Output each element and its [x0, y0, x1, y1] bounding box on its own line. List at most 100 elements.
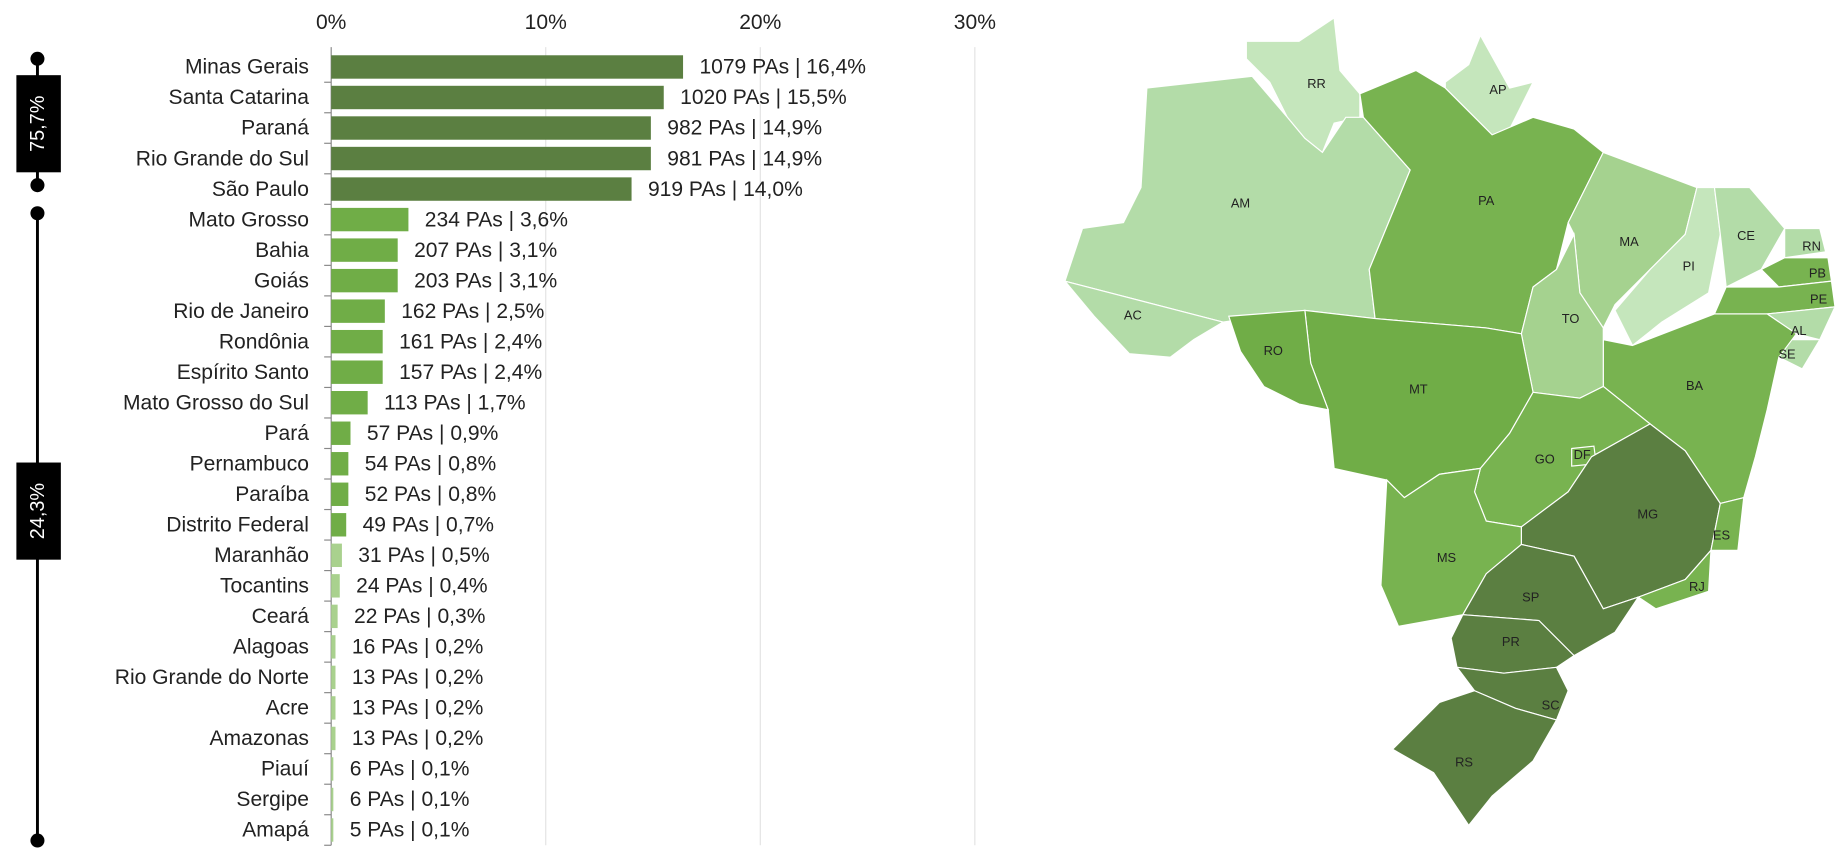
state-label: ES: [1713, 528, 1730, 543]
state-label: MT: [1409, 381, 1428, 396]
data-label: 157 PAs | 2,4%: [399, 361, 542, 384]
data-label: 982 PAs | 14,9%: [667, 117, 822, 140]
y-tick-label: Ceará: [252, 605, 310, 628]
bar: [331, 55, 684, 79]
data-label: 207 PAs | 3,1%: [414, 239, 557, 262]
bar: [331, 177, 632, 201]
y-tick-label: Amapá: [242, 819, 309, 842]
state-region: [1228, 309, 1330, 411]
state-region: [1063, 280, 1225, 358]
bar: [331, 391, 368, 415]
data-label: 13 PAs | 0,2%: [352, 666, 483, 689]
data-label: 1020 PAs | 15,5%: [680, 86, 847, 109]
bar: [331, 146, 651, 171]
data-label: 6 PAs | 0,1%: [350, 758, 470, 781]
bar: [331, 452, 349, 476]
state-region: [1760, 257, 1833, 288]
state-label: MG: [1637, 507, 1658, 522]
bar: [331, 329, 383, 354]
map: RR AP AM AC PA MA PI CE RN PB PE AL SE BA TO MT RO GO DF MG…: [1063, 16, 1835, 827]
state-region: [1380, 467, 1522, 628]
state-label: DF: [1574, 447, 1591, 462]
y-tick-label: Maranhão: [214, 544, 309, 567]
bar: [331, 543, 342, 568]
x-tick-label: 10%: [525, 11, 567, 34]
state-label: RJ: [1689, 579, 1705, 594]
bracket-box: [16, 75, 61, 173]
data-label: 16 PAs | 0,2%: [352, 636, 483, 659]
bracket-dot: [30, 178, 45, 193]
state-label: MS: [1437, 550, 1456, 565]
state-label: AC: [1124, 308, 1142, 323]
bar: [331, 574, 340, 598]
data-label: 162 PAs | 2,5%: [401, 300, 544, 323]
bracket-dot: [30, 206, 45, 221]
state-label: AM: [1231, 195, 1250, 210]
bar: [331, 207, 409, 232]
state-label: CE: [1737, 228, 1755, 243]
state-label: PA: [1478, 193, 1495, 208]
state-label: PI: [1683, 259, 1695, 274]
state-label: GO: [1535, 452, 1555, 467]
y-tick-label: Acre: [266, 697, 309, 720]
data-label: 57 PAs | 0,9%: [367, 422, 498, 445]
bar: [331, 604, 338, 629]
y-tick-label: Rio de Janeiro: [173, 300, 309, 323]
y-tick-label: Piauí: [261, 758, 309, 781]
data-label: 203 PAs | 3,1%: [414, 269, 557, 292]
bracket-box: [16, 462, 61, 560]
y-tick-label: Mato Grosso: [188, 208, 308, 231]
bracket-dot: [30, 833, 45, 848]
bar: [331, 726, 336, 751]
bar: [331, 116, 651, 140]
y-tick-label: Santa Catarina: [169, 86, 310, 109]
y-tick-label: Goiás: [254, 269, 309, 292]
state-label: SP: [1522, 590, 1539, 605]
state-label: SE: [1778, 346, 1796, 361]
state-label: PR: [1502, 634, 1520, 649]
state-region: [1391, 690, 1558, 827]
data-label: 22 PAs | 0,3%: [354, 605, 485, 628]
state-label: PE: [1810, 291, 1828, 306]
bar: [331, 421, 351, 445]
bracket-dot: [30, 51, 45, 66]
bar: [331, 299, 385, 323]
bar: [331, 665, 336, 690]
y-tick-label: Amazonas: [210, 727, 309, 750]
state-label: SC: [1542, 697, 1560, 712]
y-tick-label: Pernambuco: [190, 452, 309, 475]
bar: [331, 268, 398, 293]
state-region: [1245, 16, 1361, 154]
bar: [331, 635, 336, 659]
x-tick-label: 30%: [954, 11, 996, 34]
data-label: 13 PAs | 0,2%: [352, 697, 483, 720]
bar: [331, 818, 334, 842]
bar-chart: 0% 10% 20% 30% Minas Gerais 1079 PAs | 16,4% S…: [16, 11, 996, 848]
bar: [331, 238, 398, 262]
data-label: 13 PAs | 0,2%: [352, 727, 483, 750]
data-label: 6 PAs | 0,1%: [350, 788, 470, 811]
data-label: 113 PAs | 1,7%: [384, 391, 526, 414]
bar: [331, 787, 334, 812]
y-tick-label: Tocantins: [220, 575, 309, 598]
state-region: [1567, 151, 1698, 330]
state-region: [1710, 496, 1745, 551]
group-share: 75,7%: [27, 96, 49, 152]
data-label: 49 PAs | 0,7%: [363, 514, 494, 537]
data-label: 1079 PAs | 16,4%: [699, 56, 866, 79]
bar: [331, 482, 349, 506]
y-tick-label: Pará: [264, 422, 309, 445]
y-tick-label: Rio Grande do Norte: [115, 666, 309, 689]
data-label: 31 PAs | 0,5%: [358, 544, 489, 567]
state-region: [1637, 548, 1712, 610]
y-tick-label: Sergipe: [236, 788, 309, 811]
y-tick-label: Rondônia: [219, 330, 309, 353]
state-label: RO: [1264, 343, 1283, 358]
y-tick-label: Minas Gerais: [185, 56, 309, 79]
bar: [331, 696, 336, 720]
y-tick-label: Mato Grosso do Sul: [123, 391, 309, 414]
state-label: PB: [1809, 266, 1826, 281]
x-tick-label: 20%: [739, 11, 781, 34]
bar: [331, 360, 383, 384]
